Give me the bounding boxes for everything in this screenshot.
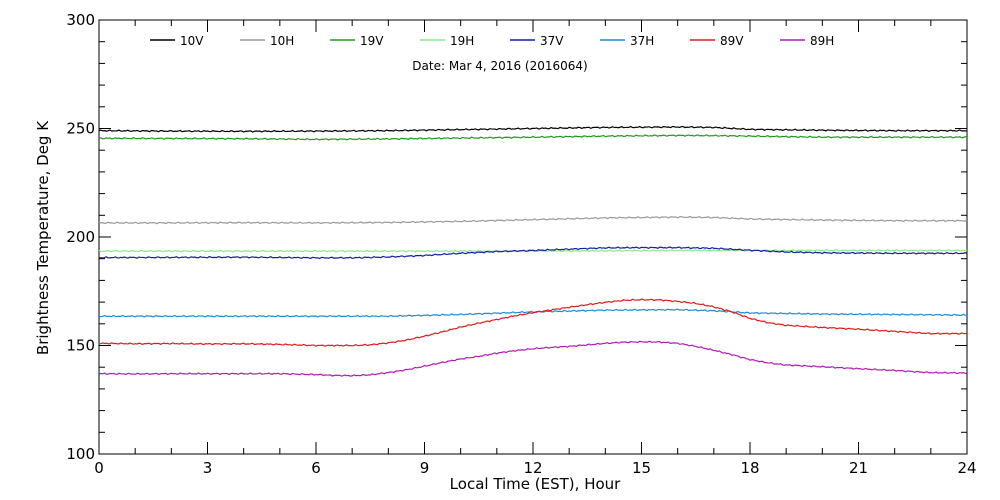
x-tick-label: 6: [311, 459, 321, 477]
series-line-89v: [98, 298, 968, 347]
minor-ticks: [99, 20, 967, 454]
x-tick-label: 3: [203, 459, 213, 477]
legend: 10V 10H 19V 19H 37V 37H 89V 89H: [150, 34, 834, 48]
y-tick-label: 100: [66, 445, 95, 463]
series-line-19h: [98, 249, 968, 253]
x-tick-label: 24: [957, 459, 976, 477]
legend-label-37h: 37H: [630, 34, 654, 48]
y-axis-title: Brightness Temperature, Deg K: [34, 120, 52, 355]
legend-label-37v: 37V: [540, 34, 564, 48]
y-tick-label: 300: [66, 11, 95, 29]
series-line-19v: [98, 134, 968, 141]
y-tick-label: 150: [66, 337, 95, 355]
x-axis-title: Local Time (EST), Hour: [450, 475, 621, 493]
plot-frame: [98, 19, 968, 455]
legend-label-19h: 19H: [450, 34, 474, 48]
legend-label-10h: 10H: [270, 34, 294, 48]
series-line-10v: [98, 125, 968, 133]
legend-label-89v: 89V: [720, 34, 744, 48]
x-tick-label: 21: [849, 459, 868, 477]
legend-label-89h: 89H: [810, 34, 834, 48]
series-line-89h: [98, 340, 968, 377]
x-tick-label: 0: [94, 459, 104, 477]
legend-label-19v: 19V: [360, 34, 384, 48]
series-lines: [98, 125, 968, 377]
y-tick-labels: 100 150 200 250 300: [66, 11, 95, 463]
x-tick-label: 18: [740, 459, 759, 477]
major-ticks: [98, 19, 968, 455]
x-tick-label: 9: [420, 459, 430, 477]
series-line-37v: [98, 246, 968, 260]
y-tick-label: 250: [66, 120, 95, 138]
x-tick-label: 12: [523, 459, 542, 477]
series-line-10h: [98, 215, 968, 225]
y-tick-label: 200: [66, 228, 95, 246]
legend-label-10v: 10V: [180, 34, 204, 48]
x-tick-labels: 0 3 6 9 12 15 18 21 24: [94, 459, 976, 477]
date-annotation: Date: Mar 4, 2016 (2016064): [412, 59, 587, 73]
x-tick-label: 15: [632, 459, 651, 477]
series-line-37h: [98, 308, 968, 318]
